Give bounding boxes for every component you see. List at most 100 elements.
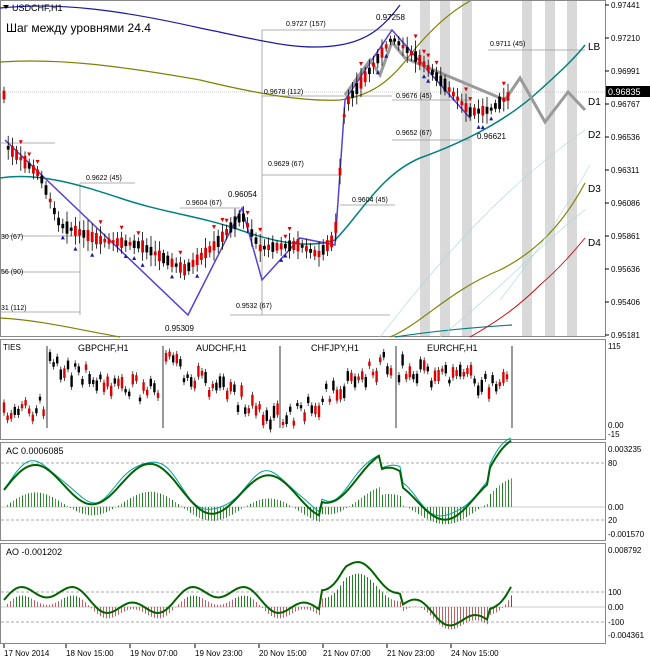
corr-candle-body — [423, 360, 426, 371]
ao-bar — [250, 597, 251, 607]
level-label-d3: D3 — [588, 184, 601, 195]
corr-candle-body — [99, 374, 102, 380]
faint-bands — [379, 129, 591, 338]
chevron-down-icon[interactable] — [3, 5, 9, 9]
corr-candle-body — [110, 385, 113, 397]
ao-bar — [472, 607, 473, 621]
corr-candle-body — [131, 374, 134, 385]
ac-bar — [307, 507, 308, 517]
ac-bar — [298, 507, 299, 511]
ac-bar — [271, 498, 272, 507]
corr-candle-body — [128, 391, 131, 397]
pair-label-eurchf: EURCHF,H1 — [427, 343, 478, 353]
fractal-arrow — [195, 273, 200, 278]
zigzag-line — [4, 28, 471, 317]
candle-body — [78, 229, 81, 236]
fib-lines — [0, 29, 606, 316]
ac-bar — [85, 507, 86, 515]
ao-bar — [310, 607, 311, 611]
time-tick-label: 21 Nov 07:00 — [323, 649, 371, 658]
corr-candle-body — [168, 351, 171, 357]
ac-bar — [349, 506, 350, 507]
ac-bar — [400, 496, 401, 507]
fib-label: 30 (67) — [1, 234, 23, 241]
candle-body — [158, 250, 161, 262]
ao-bar — [313, 607, 314, 612]
fractal-arrow — [422, 74, 426, 79]
fractal-arrow — [489, 116, 494, 121]
ao-histogram — [7, 573, 512, 630]
candle-body — [195, 254, 199, 266]
ao-bar — [115, 607, 116, 617]
corr-axis-tick: 115 — [608, 342, 621, 351]
fractal-arrow — [212, 225, 216, 230]
ac-bar — [277, 499, 278, 507]
shade-column — [420, 1, 430, 336]
fractal-arrow — [27, 152, 32, 157]
candle-body — [116, 238, 119, 247]
fractal-arrow — [283, 253, 288, 258]
ac-bar — [346, 507, 347, 509]
ac-bar — [187, 507, 188, 511]
candle-body — [389, 38, 392, 42]
corr-candle-body — [240, 385, 243, 397]
candle-body — [351, 90, 354, 99]
candle-body — [288, 240, 291, 252]
corr-candle-body — [285, 415, 288, 425]
candle-body — [128, 241, 132, 246]
price-axis: 0.97441 0.97210 0.96991 0.96767 0.96536 0.963… — [605, 1, 640, 340]
ao-bar — [22, 595, 23, 607]
ao-bar — [58, 601, 59, 607]
ao-bar — [421, 607, 422, 609]
candle-body — [342, 114, 346, 118]
candle-body — [166, 255, 170, 266]
ac-bar — [178, 504, 179, 507]
corr-candle-body — [379, 357, 382, 363]
fractal-arrow — [132, 255, 137, 260]
ac-bar — [184, 507, 185, 509]
corr-candle-body — [361, 371, 364, 380]
ao-bar — [211, 603, 212, 607]
ac-bar — [484, 505, 485, 507]
corr-candle-body — [146, 389, 149, 396]
ac-bar — [256, 501, 257, 507]
ao-bar — [364, 575, 365, 607]
ac-bar — [103, 507, 104, 514]
ac-bar — [199, 507, 200, 518]
ac-bar — [235, 507, 236, 513]
ac-bar — [415, 507, 416, 513]
candle-body — [300, 244, 304, 248]
price-tick-label: 0.96536 — [611, 133, 640, 142]
ac-bar — [487, 503, 488, 507]
ao-bar — [220, 604, 221, 607]
candle-body — [250, 229, 254, 237]
fractal-arrow — [73, 246, 78, 251]
candle-body — [405, 46, 409, 53]
ao-bar — [289, 607, 290, 615]
ao-bar — [346, 577, 347, 607]
candle-body — [284, 243, 287, 249]
price-tick-label: 0.95181 — [611, 331, 640, 340]
candle-body — [40, 175, 44, 184]
fractal-arrow — [375, 70, 380, 75]
fractal-arrow — [279, 257, 284, 262]
candle-body — [11, 145, 14, 157]
ao-bar — [478, 607, 479, 621]
ao-bar — [490, 607, 491, 615]
candle-body — [456, 96, 459, 101]
ao-bar — [43, 604, 44, 607]
corr-candle-body — [236, 405, 240, 412]
time-tick-label: 21 Nov 23:00 — [387, 649, 435, 658]
ao-bar — [139, 607, 140, 611]
candle-body — [418, 54, 422, 65]
corr-candle-body — [473, 378, 476, 384]
ao-bar — [178, 604, 179, 607]
ao-bar — [397, 600, 398, 607]
ao-bar — [496, 607, 497, 613]
ac-bar — [304, 507, 305, 515]
fractal-arrow — [35, 160, 40, 165]
fractal-arrow — [60, 235, 65, 240]
ao-bar — [403, 607, 404, 611]
ao-bar — [190, 595, 191, 607]
corr-candle-body — [281, 421, 285, 426]
